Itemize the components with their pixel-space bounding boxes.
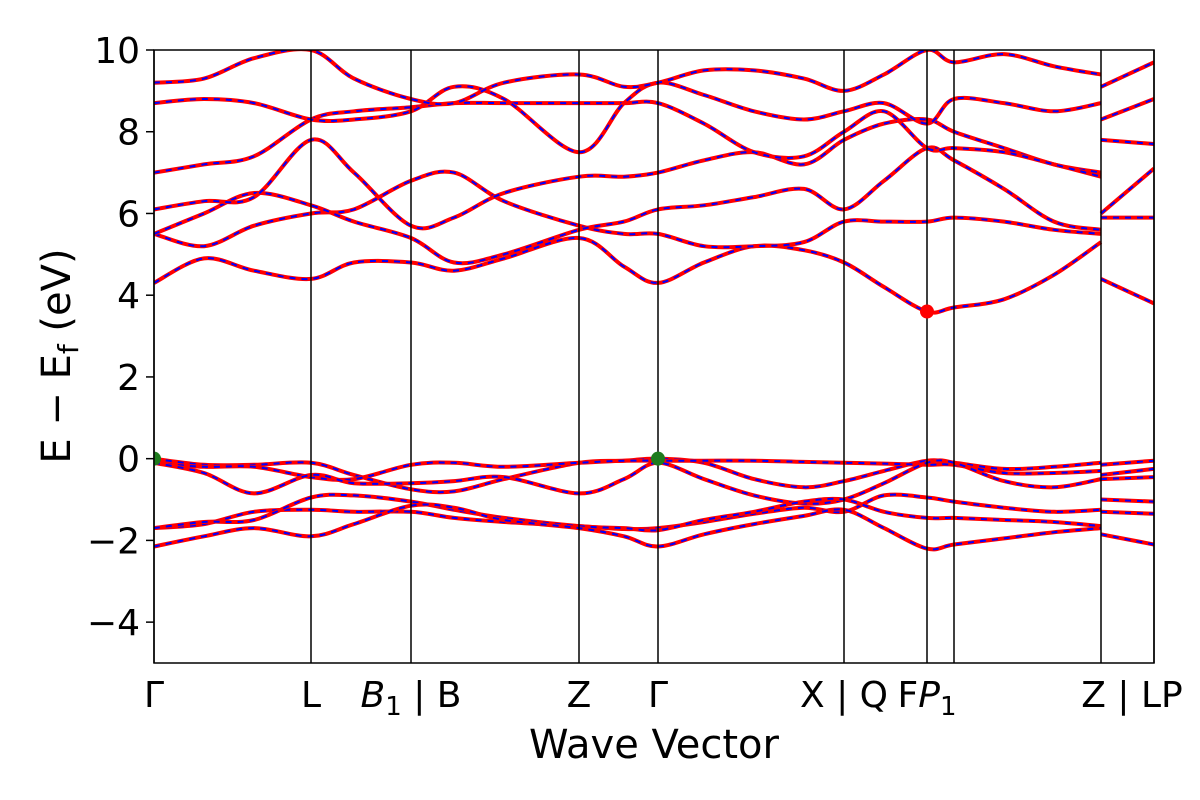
x-axis: Γ L B1 | B Z Γ X | Q FP1 Z | LP xyxy=(144,675,1183,722)
band-line-dashed xyxy=(154,493,1102,531)
y-tick-label: 6 xyxy=(117,194,140,235)
band-line-dashed xyxy=(154,146,1102,265)
energy-bands xyxy=(154,50,1154,552)
y-tick-label: −4 xyxy=(87,603,140,644)
band-edge-markers xyxy=(154,304,934,466)
band-line-dashed xyxy=(1100,533,1154,546)
y-tick-label: 10 xyxy=(94,31,140,72)
band-line xyxy=(154,235,1103,315)
x-axis-title: Wave Vector xyxy=(529,722,780,768)
band-line xyxy=(154,492,1102,532)
band-line-dashed xyxy=(1100,277,1154,305)
y-tick-label: 8 xyxy=(117,113,140,154)
band-line-dashed xyxy=(154,118,1102,230)
band-line-dashed xyxy=(154,100,1102,178)
x-tick-label: L xyxy=(301,675,321,716)
band-line xyxy=(154,492,1102,533)
band-line-dashed xyxy=(1100,467,1154,476)
band-line-dashed xyxy=(1100,459,1154,466)
cbm-marker xyxy=(920,304,934,319)
band-line xyxy=(1099,166,1154,216)
y-axis-title: E − Ef (eV) xyxy=(34,248,85,463)
x-tick-label: Γ xyxy=(144,675,164,716)
band-line-dashed xyxy=(1100,61,1154,88)
band-line xyxy=(154,99,1102,179)
y-axis: −4 −2 0 2 4 6 8 10 xyxy=(87,31,154,644)
y-tick-label: 4 xyxy=(117,276,140,317)
vbm-marker xyxy=(651,451,665,466)
x-tick-label: Z xyxy=(567,675,592,716)
x-tick-label: Z | LP xyxy=(1081,675,1182,716)
y-tick-label: 0 xyxy=(117,440,140,481)
band-line-dashed xyxy=(1100,98,1154,121)
y-axis-title-main: E − E xyxy=(34,354,80,464)
band-line-dashed xyxy=(1100,498,1154,503)
band-line-dashed xyxy=(154,236,1102,314)
vbm-marker xyxy=(154,451,161,466)
x-tick-label: X | Q xyxy=(800,675,888,716)
band-line xyxy=(154,117,1102,231)
x-tick-label: B1 | B xyxy=(361,675,462,722)
band-line-dashed xyxy=(154,50,1102,106)
band-line xyxy=(154,169,1102,250)
band-line-dashed xyxy=(1100,476,1154,481)
x-tick-label: Γ xyxy=(648,675,668,716)
band-line xyxy=(154,80,1102,155)
band-line-dashed xyxy=(154,493,1102,532)
y-axis-title-subscript: f xyxy=(52,343,85,354)
x-tick-label: FP1 xyxy=(898,675,957,722)
band-line xyxy=(154,145,1102,266)
band-line xyxy=(154,50,1102,107)
plot-frame xyxy=(153,49,1155,664)
y-tick-label: 2 xyxy=(117,358,140,399)
band-line-dashed xyxy=(1100,138,1154,145)
band-line-dashed xyxy=(1100,510,1154,515)
y-axis-title-unit: (eV) xyxy=(34,248,80,344)
y-tick-label: −2 xyxy=(87,521,140,562)
